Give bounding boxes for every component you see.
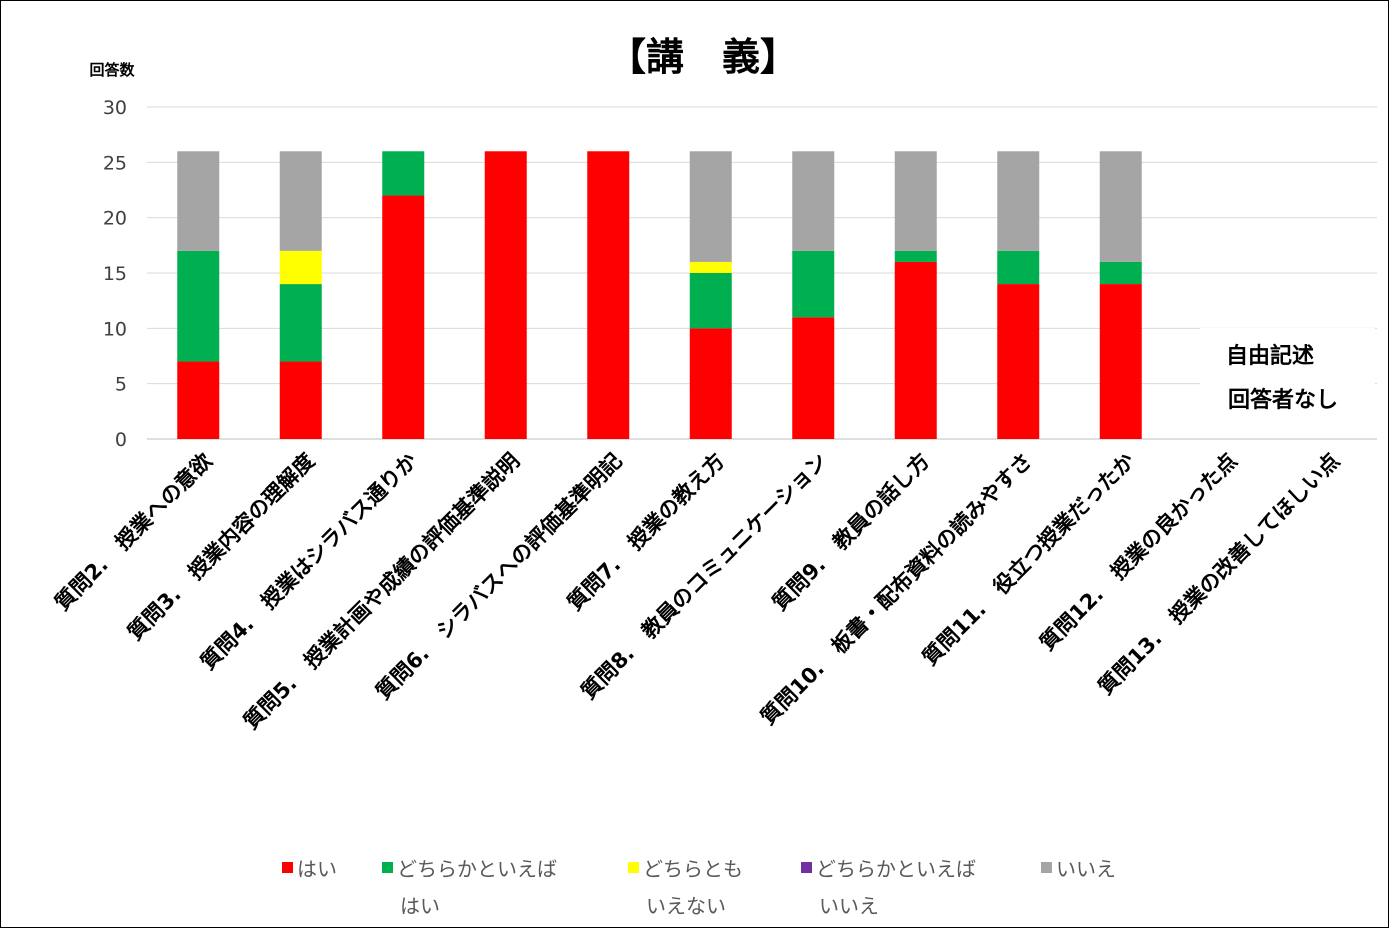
legend-swatch xyxy=(628,862,639,873)
bar-segment xyxy=(997,250,1040,285)
bar-segment xyxy=(689,328,732,439)
bar-segment xyxy=(894,261,937,439)
y-tick-label: 10 xyxy=(103,318,127,340)
legend-label: はい xyxy=(297,857,337,881)
bar-segment xyxy=(894,151,937,251)
bar-segment xyxy=(689,273,732,329)
gridlines xyxy=(147,106,1377,440)
y-tick-label: 5 xyxy=(115,374,127,396)
bar-segment xyxy=(1099,261,1142,285)
bar-segment xyxy=(997,151,1040,251)
bar-segment xyxy=(792,317,835,439)
x-tick-label: 質問4. 授業はシラバス通りか xyxy=(196,449,422,675)
free-text-annotation: 自由記述 回答者なし xyxy=(1200,328,1375,438)
legend-label-line2: いえない xyxy=(646,894,726,918)
bar-segment xyxy=(177,151,220,251)
chart-title: 【講 義】 xyxy=(608,35,798,79)
legend-label: どちらかといえば xyxy=(397,857,557,881)
bar-segment xyxy=(279,151,322,251)
x-tick-label: 質問12. 授業の良かった点 xyxy=(1035,449,1242,656)
legend: はい どちらかといえば はい どちらとも いえない どちらかといえば いいえ いいえ xyxy=(282,850,1152,928)
legend-item: いいえ xyxy=(1041,850,1116,888)
bar-segment xyxy=(177,250,220,362)
x-tick-label: 質問3. 授業内容の理解度 xyxy=(123,449,319,645)
bar-segment xyxy=(792,250,835,318)
bar-segment xyxy=(279,361,322,439)
bar-segment xyxy=(792,151,835,251)
legend-label-line2: はい xyxy=(400,894,440,918)
bar-segment xyxy=(1099,151,1142,262)
bar-segment xyxy=(1099,284,1142,439)
legend-item: はい xyxy=(282,850,337,888)
legend-swatch xyxy=(801,862,812,873)
bar-segment xyxy=(382,151,425,196)
y-tick-labels: 0 5 10 15 20 25 30 xyxy=(103,97,127,451)
annotation-line-2: 回答者なし xyxy=(1228,387,1338,413)
legend-item: どちらかといえば はい xyxy=(382,850,557,925)
x-tick-label: 質問11. 役立つ授業だったか xyxy=(918,449,1139,670)
bar-segment xyxy=(484,151,527,439)
bar-segment xyxy=(382,195,425,439)
bar-segment xyxy=(279,250,322,285)
bar-segment xyxy=(689,261,732,273)
y-axis-label: 回答数 xyxy=(89,61,135,79)
y-tick-label: 25 xyxy=(103,152,127,174)
legend-label: どちらとも xyxy=(643,857,743,881)
legend-swatch xyxy=(382,862,393,873)
y-tick-label: 0 xyxy=(115,429,127,451)
bar-segment xyxy=(689,151,732,262)
bar-segment xyxy=(894,250,937,262)
y-tick-label: 20 xyxy=(103,208,127,230)
annotation-box xyxy=(1200,328,1375,438)
legend-swatch xyxy=(1041,862,1052,873)
bars xyxy=(177,151,1142,439)
legend-label: どちらかといえば xyxy=(816,857,976,881)
legend-label-line2: いいえ xyxy=(819,894,879,918)
legend-item: どちらかといえば いいえ xyxy=(801,850,976,925)
annotation-line-1: 自由記述 xyxy=(1226,343,1314,369)
legend-label: いいえ xyxy=(1056,857,1116,881)
bar-segment xyxy=(177,361,220,439)
legend-swatch xyxy=(282,862,293,873)
y-tick-label: 30 xyxy=(103,97,127,119)
bar-segment xyxy=(997,284,1040,439)
bar-segment xyxy=(587,151,630,439)
bar-segment xyxy=(279,284,322,362)
y-tick-label: 15 xyxy=(103,263,127,285)
legend-item: どちらとも いえない xyxy=(628,850,743,925)
